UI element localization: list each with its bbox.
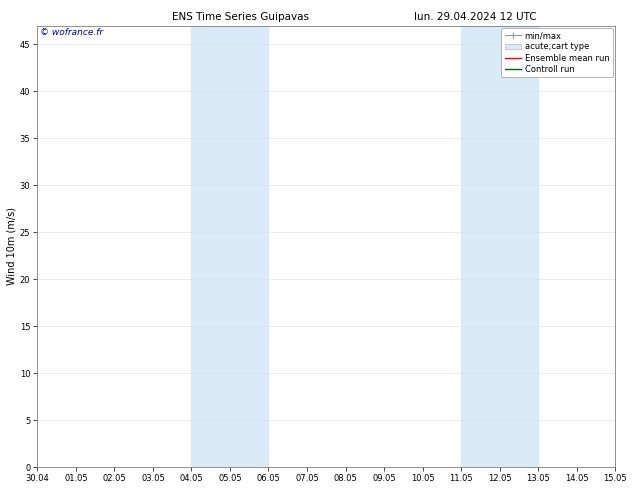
Y-axis label: Wind 10m (m/s): Wind 10m (m/s) [7,207,17,285]
Bar [500,25,538,467]
Bar [461,25,500,467]
Legend: min/max, acute;cart type, Ensemble mean run, Controll run: min/max, acute;cart type, Ensemble mean … [501,28,612,77]
Bar [230,25,268,467]
Text: ENS Time Series Guipavas: ENS Time Series Guipavas [172,12,309,22]
Text: lun. 29.04.2024 12 UTC: lun. 29.04.2024 12 UTC [414,12,537,22]
Text: © wofrance.fr: © wofrance.fr [40,28,103,37]
Bar [191,25,230,467]
